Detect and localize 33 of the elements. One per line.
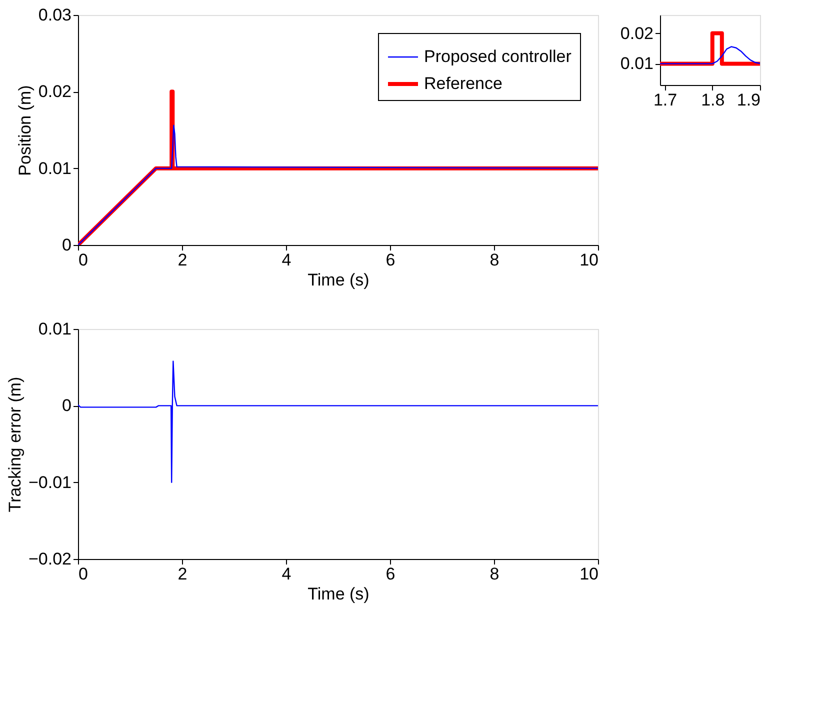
x-tick-label: 0 (78, 250, 88, 270)
x-tick-label: 6 (386, 564, 396, 584)
line-series (78, 360, 598, 483)
legend-label: Reference (424, 74, 502, 93)
line-series (660, 46, 760, 64)
x-tick-label: 2 (178, 250, 188, 270)
x-tick-label: 1.9 (736, 90, 760, 110)
y-tick-label: 0.01 (38, 320, 72, 338)
x-tick-label: 8 (490, 250, 500, 270)
x-tick-label: 1.7 (653, 90, 678, 110)
x-tick-label: 4 (282, 250, 292, 270)
y-axis-title: Position (m) (15, 85, 34, 176)
x-tick-label: 2 (178, 564, 188, 584)
y-tick-label: 0 (62, 396, 72, 416)
x-axis-title: Time (s) (308, 584, 370, 604)
x-tick-label: 0 (78, 564, 88, 584)
y-tick-label: 0 (62, 236, 72, 254)
y-tick-label: 0.02 (38, 82, 72, 102)
y-tick-label: −0.02 (28, 550, 72, 568)
x-tick-label: 1.8 (701, 90, 725, 110)
x-tick-label: 10 (580, 250, 598, 270)
y-tick-label: 0.02 (620, 24, 654, 43)
y-tick-label: 0.01 (620, 54, 654, 74)
x-tick-label: 10 (580, 564, 598, 584)
y-axis-title: Tracking error (m) (5, 376, 24, 512)
legend-label: Proposed controller (424, 47, 572, 66)
x-axis-title: Time (s) (308, 270, 370, 290)
x-tick-label: 8 (490, 564, 500, 584)
x-tick-label: 4 (282, 564, 292, 584)
y-tick-label: 0.03 (38, 6, 72, 24)
x-tick-label: 6 (386, 250, 396, 270)
y-tick-label: −0.01 (28, 472, 72, 492)
y-tick-label: 0.01 (38, 158, 72, 178)
